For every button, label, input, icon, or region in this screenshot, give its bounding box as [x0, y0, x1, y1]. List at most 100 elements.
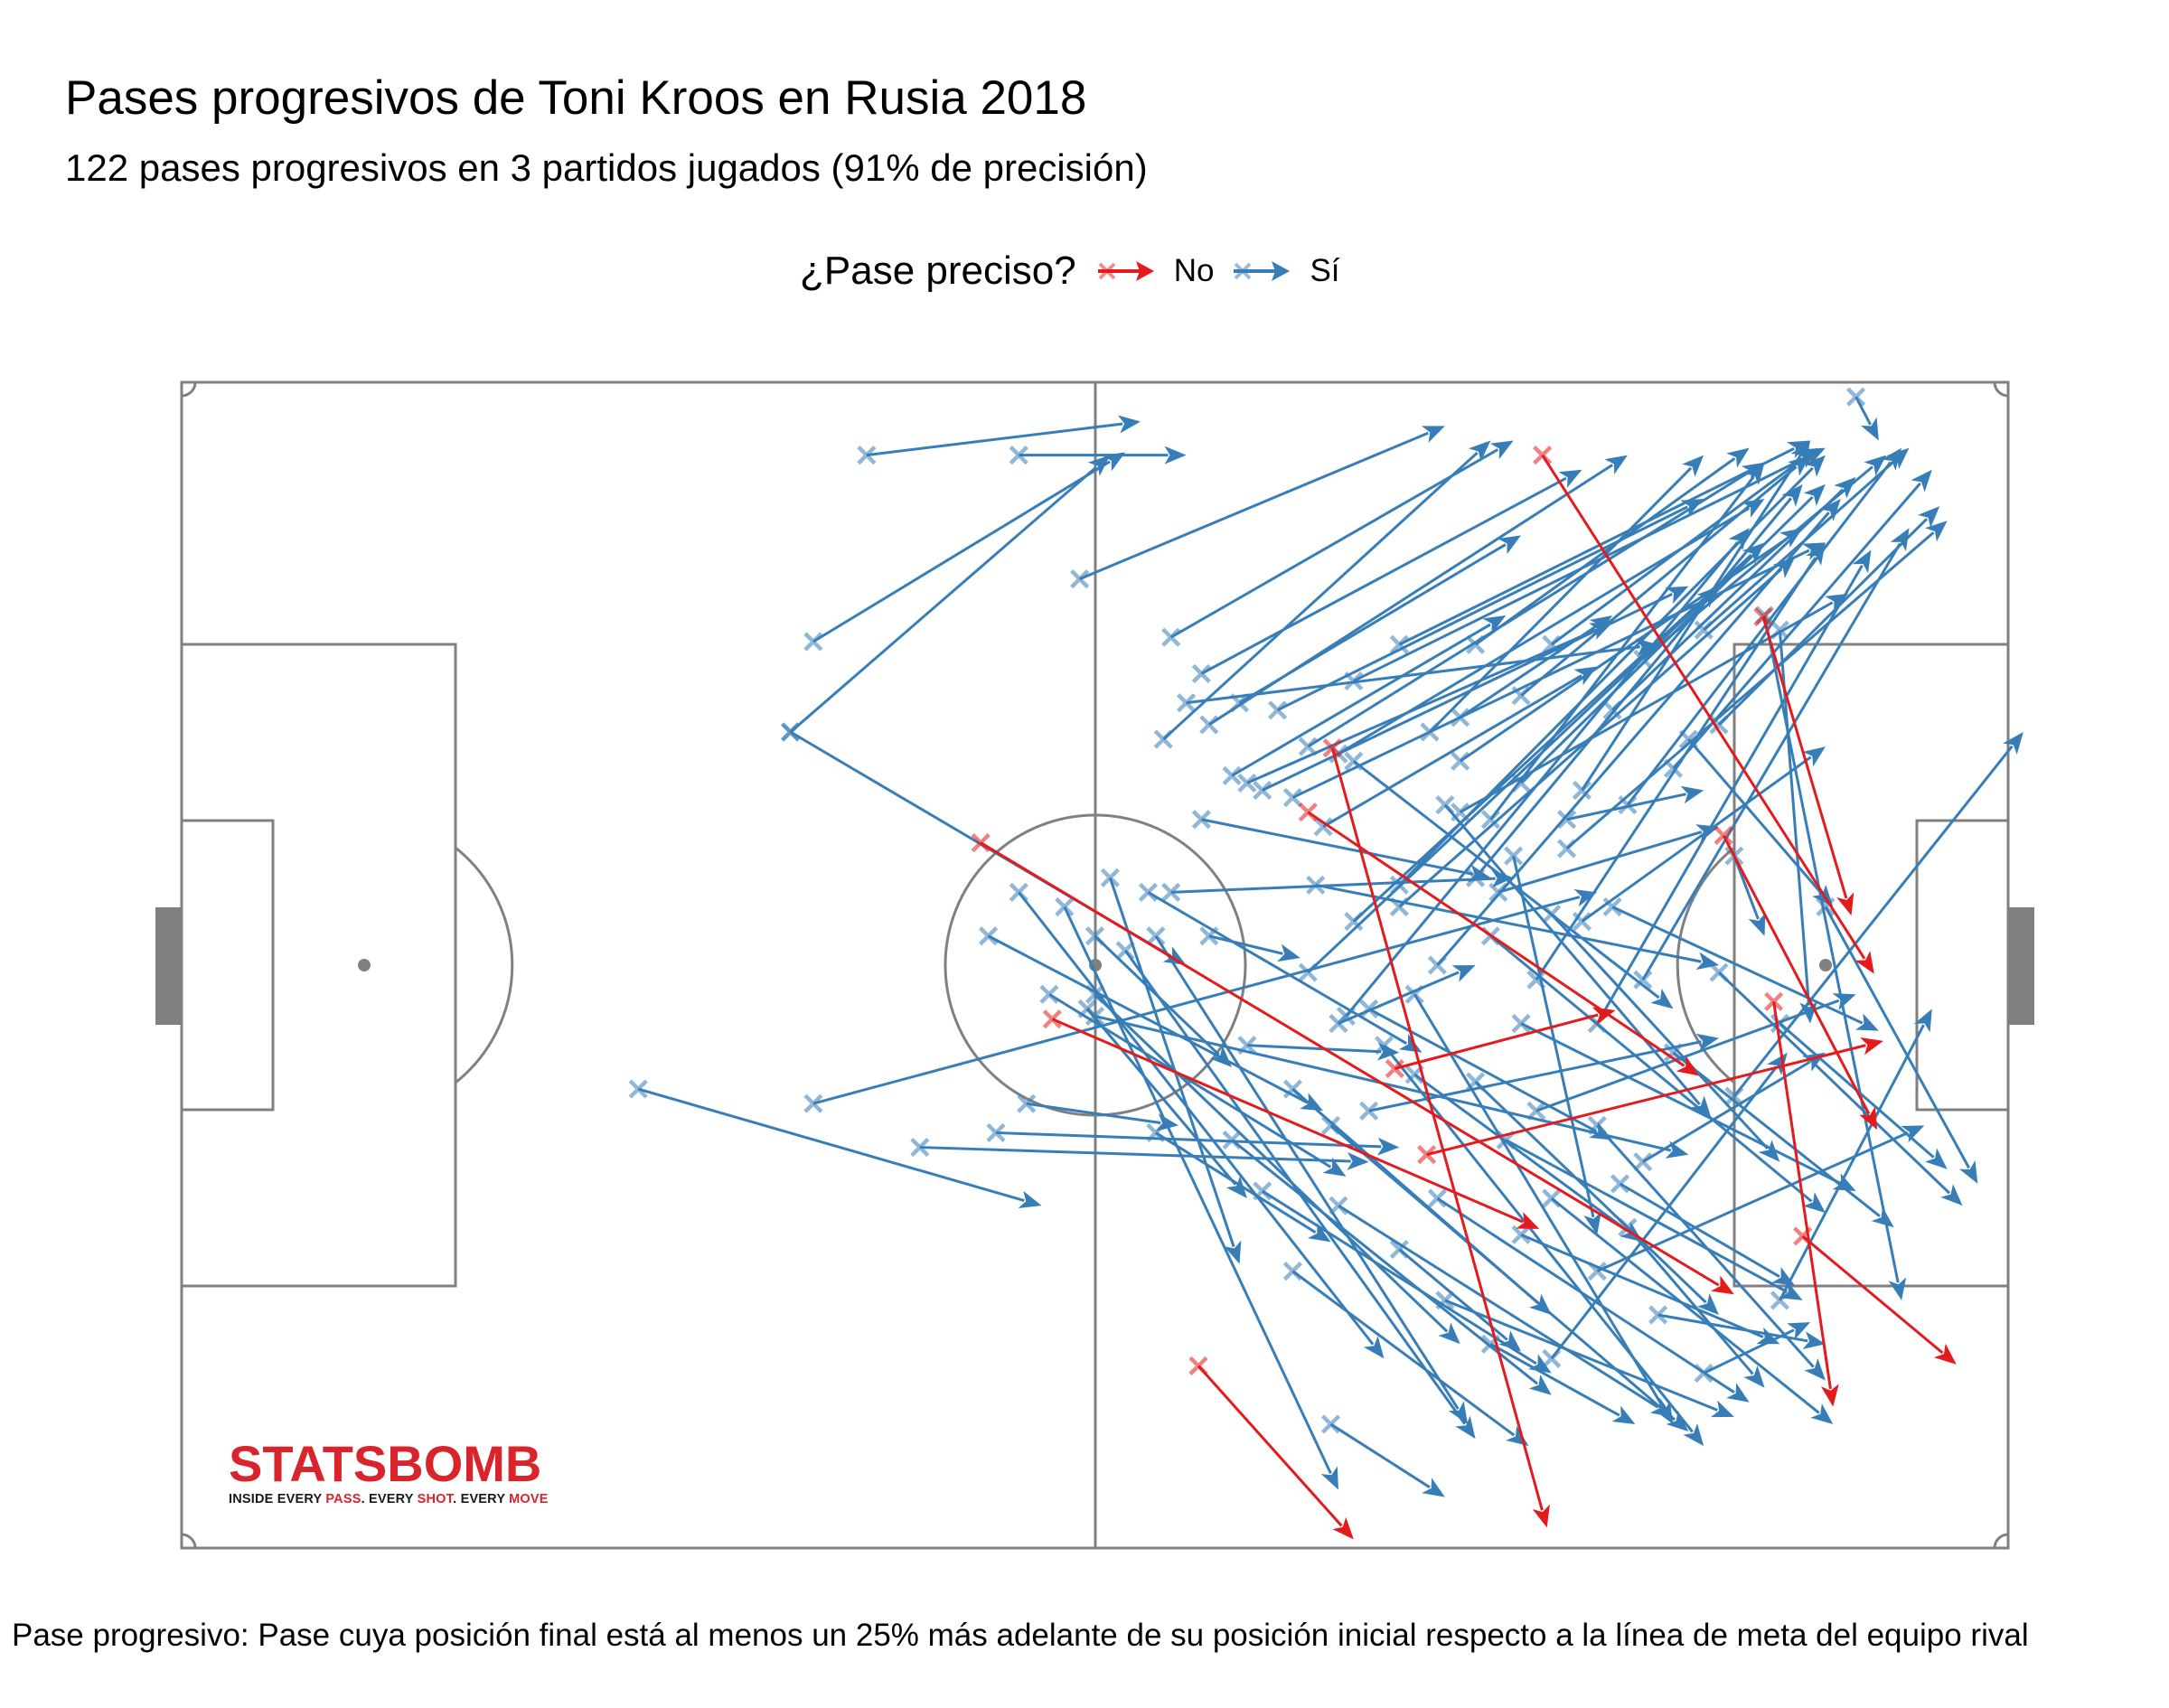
pass-arrow — [1329, 499, 1765, 764]
pass-start-marker — [1329, 1196, 1348, 1215]
pass-start-marker — [1389, 1239, 1409, 1260]
pass-arrow — [1055, 896, 1338, 1490]
legend-label-si: Sí — [1310, 253, 1340, 288]
chart-caption: Pase progresivo: Pase cuya posición fina… — [12, 1618, 2029, 1653]
pass-start-marker — [1199, 715, 1219, 735]
right-six-yard-box — [1915, 819, 2010, 1112]
pass-start-marker — [1389, 634, 1409, 654]
pass-start-marker — [1556, 839, 1577, 859]
pass-start-marker — [1084, 984, 1105, 1004]
pass-start-marker — [1344, 912, 1364, 932]
pass-start-marker — [1084, 926, 1105, 946]
pass-arrow — [1427, 499, 1841, 975]
pass-start-marker — [979, 926, 999, 946]
pass-start-marker — [1678, 729, 1698, 749]
pass-arrow — [1511, 1225, 1780, 1345]
passes-layer — [628, 387, 2023, 1540]
pass-start-marker — [1153, 729, 1173, 749]
pass-arrow — [1714, 825, 1878, 1131]
pass-start-marker — [1282, 1262, 1303, 1281]
pass-start-marker — [1451, 751, 1470, 771]
pass-arrow — [1511, 1013, 1856, 1191]
pass-start-marker — [1504, 846, 1524, 866]
pass-arrow — [1229, 535, 1522, 713]
pass-start-marker — [1764, 991, 1784, 1011]
pass-arrow — [1344, 751, 1674, 1009]
pass-arrow — [1420, 455, 1704, 742]
pass-start-marker — [1282, 787, 1303, 808]
pass-arrow — [1138, 882, 1423, 1053]
pass-start-marker — [1009, 882, 1028, 902]
pass-start-marker — [1199, 926, 1219, 946]
pass-start-marker — [1229, 693, 1250, 713]
pass-arrow — [1417, 1037, 1883, 1165]
pass-arrow — [628, 1079, 1042, 1209]
pass-arrow — [1504, 846, 1601, 1235]
pass-arrow — [1359, 1033, 1720, 1121]
pass-arrow — [1146, 926, 1469, 1424]
pass-arrow — [1009, 882, 1385, 1359]
pass-arrow — [1084, 984, 1460, 1345]
corner-arc-tl — [181, 381, 197, 398]
pass-start-marker — [1420, 722, 1440, 742]
pass-start-marker — [1435, 1290, 1455, 1310]
corner-arc-bl — [181, 1533, 197, 1549]
right-goal — [2008, 907, 2034, 1025]
pass-arrow — [1191, 810, 1491, 883]
pass-start-marker — [1542, 1188, 1562, 1208]
pass-start-marker — [1633, 970, 1653, 990]
pass-start-marker — [1322, 738, 1342, 758]
corner-arc-tr — [1993, 381, 2009, 398]
pass-start-marker — [1237, 773, 1257, 793]
pass-arrow — [1191, 469, 1582, 684]
pass-arrow — [979, 926, 1324, 1112]
pass-start-marker — [1161, 627, 1181, 647]
pass-arrow — [1320, 1414, 1445, 1497]
pass-start-marker — [971, 832, 991, 853]
pass-arrow — [1100, 868, 1242, 1264]
pass-start-marker — [1253, 780, 1272, 801]
pass-start-marker — [1039, 984, 1059, 1004]
pass-arrow — [1329, 965, 1476, 1034]
pass-start-marker — [1845, 387, 1866, 407]
pass-start-marker — [1298, 802, 1318, 822]
pass-arrow — [1709, 506, 1940, 735]
pass-arrow — [1465, 1072, 1720, 1315]
pass-arrow — [1282, 1262, 1529, 1447]
pass-start-marker — [1100, 868, 1120, 887]
pass-arrow — [986, 1122, 1400, 1156]
pass-start-marker — [1480, 810, 1500, 830]
pass-arrow — [1542, 904, 1780, 1162]
pass-start-marker — [1313, 817, 1333, 837]
pass-start-marker — [1070, 569, 1090, 589]
pass-arrow — [1633, 528, 1910, 990]
left-goal — [155, 907, 182, 1025]
pass-arrow — [1648, 1305, 1826, 1349]
pass-start-marker — [1329, 1013, 1348, 1034]
series-si — [628, 387, 2023, 1497]
legend-arrow-no-icon — [1097, 261, 1154, 281]
pass-arrow — [1298, 802, 1700, 1076]
pass-arrow — [1488, 824, 1720, 902]
pass-start-marker — [1161, 882, 1181, 902]
pass-arrow — [910, 1137, 1369, 1170]
pass-arrow — [1237, 1036, 1400, 1061]
pass-start-marker — [1610, 1174, 1630, 1194]
pass-start-marker — [1138, 882, 1159, 902]
pass-start-marker — [1042, 1009, 1062, 1029]
pass-start-marker — [1714, 825, 1733, 846]
pass-arrow — [971, 832, 1734, 1295]
pass-arrow — [1764, 991, 1839, 1407]
pass-start-marker — [1374, 1036, 1394, 1056]
pass-arrow — [1610, 1174, 1796, 1286]
pass-arrow — [1556, 785, 1704, 830]
pass-arrow — [1533, 446, 1874, 974]
pass-arrow — [781, 455, 1111, 742]
pass-start-marker — [1511, 1225, 1531, 1244]
chart-title: Pases progresivos de Toni Kroos en Rusia… — [65, 71, 1087, 125]
pass-start-marker — [1009, 446, 1028, 465]
pass-start-marker — [1556, 810, 1577, 830]
legend-arrow-si-icon — [1234, 261, 1291, 281]
chart-subtitle: 122 pases progresivos en 3 partidos juga… — [65, 146, 1148, 189]
pass-start-marker — [1770, 1013, 1789, 1034]
